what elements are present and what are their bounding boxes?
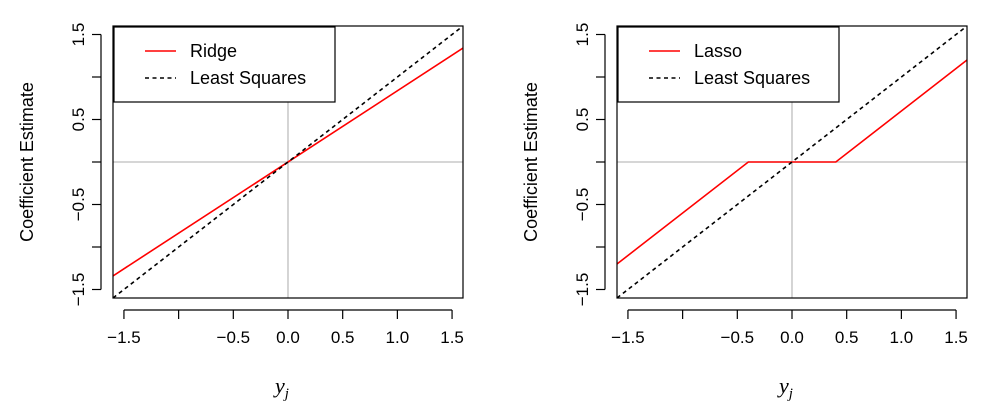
y-tick-label: −1.5 bbox=[573, 273, 592, 307]
x-tick-label: −1.5 bbox=[107, 328, 141, 347]
y-tick-label: 0.5 bbox=[573, 108, 592, 132]
legend-box bbox=[113, 26, 336, 103]
legend-label: Least Squares bbox=[190, 68, 306, 88]
x-tick-label: 1.0 bbox=[890, 328, 914, 347]
x-axis-title: yj bbox=[273, 373, 289, 402]
x-tick-label: 0.0 bbox=[276, 328, 300, 347]
legend: Lasso Least Squares bbox=[617, 26, 840, 103]
series-line-least-squares bbox=[113, 26, 463, 298]
x-tick-label: 1.5 bbox=[944, 328, 968, 347]
plot-frame bbox=[616, 25, 968, 299]
legend-label: Ridge bbox=[190, 41, 237, 61]
plot-frame bbox=[112, 25, 464, 299]
x-tick-label: 0.5 bbox=[331, 328, 355, 347]
y-axis-title: Coefficient Estimate bbox=[521, 82, 541, 242]
y-axis-title: Coefficient Estimate bbox=[17, 82, 37, 242]
y-tick-label: 1.5 bbox=[573, 23, 592, 47]
x-axis-title: yj bbox=[777, 373, 793, 402]
legend-label: Lasso bbox=[694, 41, 742, 61]
series-line-lasso bbox=[617, 59, 967, 265]
y-tick-label: 0.5 bbox=[69, 108, 88, 132]
series-line-ridge bbox=[113, 47, 463, 277]
x-tick-label: 0.0 bbox=[780, 328, 804, 347]
series-line-least-squares bbox=[617, 26, 967, 298]
y-tick-label: 1.5 bbox=[69, 23, 88, 47]
legend-box bbox=[617, 26, 840, 103]
x-tick-label: 1.0 bbox=[386, 328, 410, 347]
y-tick-label: −1.5 bbox=[69, 273, 88, 307]
chart-panel-2: −1.5 −0.5 0.0 0.5 1.0 1.5 −1.5 −0.5 0.5 1.5 Coeffi… bbox=[521, 23, 968, 402]
legend-label: Least Squares bbox=[694, 68, 810, 88]
y-tick-label: −0.5 bbox=[573, 188, 592, 222]
x-tick-label: −0.5 bbox=[721, 328, 755, 347]
chart-panel-1: −1.5 −0.5 0.0 0.5 1.0 1.5 −1.5 −0.5 0.5 1.5 Coeffi… bbox=[17, 23, 464, 402]
x-tick-label: 1.5 bbox=[440, 328, 464, 347]
legend: Ridge Least Squares bbox=[113, 26, 336, 103]
y-tick-label: −0.5 bbox=[69, 188, 88, 222]
x-tick-label: −1.5 bbox=[611, 328, 645, 347]
x-tick-label: 0.5 bbox=[835, 328, 859, 347]
x-tick-label: −0.5 bbox=[217, 328, 251, 347]
